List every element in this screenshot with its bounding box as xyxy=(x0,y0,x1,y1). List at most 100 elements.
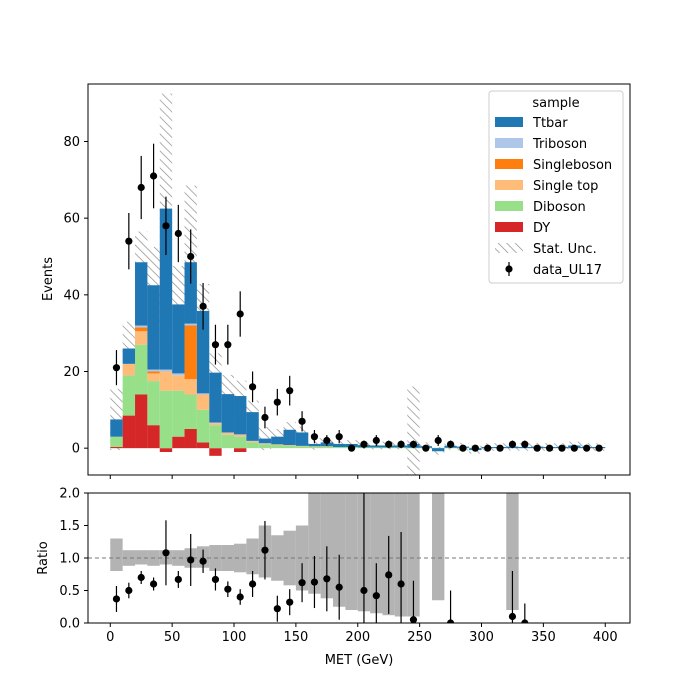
ratio-point xyxy=(335,583,343,591)
legend-label: Diboson xyxy=(533,200,586,215)
bar-diboson xyxy=(172,390,185,437)
stacked-bars xyxy=(110,208,606,456)
ratio-point xyxy=(508,612,517,621)
bar-single-top xyxy=(258,443,272,445)
bar-triboson xyxy=(159,369,173,372)
bar-diboson xyxy=(370,447,383,449)
ratio-unc-band xyxy=(110,493,519,617)
bar-triboson xyxy=(246,440,259,442)
data-point xyxy=(298,417,306,425)
bar-dy xyxy=(110,447,123,449)
ratio-point xyxy=(298,579,306,587)
legend-swatch xyxy=(495,117,523,127)
y-tick-label: 2.0 xyxy=(59,487,80,502)
legend-label: Singleboson xyxy=(533,158,612,173)
bar-ttbar xyxy=(110,419,123,437)
bar-singleboson xyxy=(184,325,197,380)
bar-diboson xyxy=(320,446,334,449)
ratio-band-bin xyxy=(407,493,420,617)
data-points xyxy=(112,143,603,452)
stat-unc-bin xyxy=(407,386,420,475)
y-tick-label: 0 xyxy=(72,442,80,457)
y-tick-label: 1.5 xyxy=(59,519,80,534)
ratio-point xyxy=(521,619,529,623)
data-point xyxy=(409,440,418,448)
x-tick-label: 100 xyxy=(222,630,247,645)
data-point xyxy=(397,440,405,448)
bar-single-top xyxy=(246,441,259,443)
bar-triboson xyxy=(172,373,185,376)
ratio-band-bin xyxy=(283,530,296,586)
ratio-band-bin xyxy=(221,545,235,571)
ratio-point xyxy=(261,546,269,554)
bar-ttbar xyxy=(221,394,235,433)
ratio-band-bin xyxy=(333,493,346,607)
bar-diboson xyxy=(196,409,210,443)
y-tick-label: 60 xyxy=(63,212,80,227)
bar-ttbar xyxy=(172,304,185,374)
y-tick-label: 40 xyxy=(63,288,80,303)
data-point xyxy=(422,444,430,452)
ratio-point xyxy=(224,585,232,593)
data-point xyxy=(583,444,591,452)
bar-ttbar xyxy=(308,443,321,447)
data-point xyxy=(224,341,232,349)
bar-ttbar xyxy=(234,396,247,435)
bar-diboson xyxy=(110,436,123,448)
bar-diboson xyxy=(283,445,296,449)
bar-diboson xyxy=(432,447,445,449)
ratio-points xyxy=(112,493,529,623)
bar-single-top xyxy=(135,331,148,345)
ratio-point xyxy=(248,580,257,588)
bar-triboson xyxy=(221,432,235,433)
ratio-point xyxy=(162,549,170,557)
ratio-x-ticks: 0 50 100 150 200 250 300 350 400 xyxy=(106,623,618,645)
bar-ttbar xyxy=(184,262,197,324)
data-point xyxy=(471,444,479,452)
bar-diboson xyxy=(159,390,173,449)
legend-swatch xyxy=(495,138,523,148)
bar-ttbar xyxy=(283,429,296,446)
data-point xyxy=(199,302,207,310)
ratio-point xyxy=(323,575,331,583)
ratio-point xyxy=(137,573,145,582)
y-tick-label: 1.0 xyxy=(59,552,80,567)
ratio-point xyxy=(112,595,121,603)
data-point xyxy=(323,436,331,445)
data-point xyxy=(558,444,566,452)
legend-label: DY xyxy=(533,221,550,236)
ratio-point xyxy=(397,580,405,588)
legend-marker xyxy=(505,265,513,273)
bar-singleboson xyxy=(135,327,148,332)
bar-diboson xyxy=(308,446,321,449)
data-point xyxy=(112,364,121,372)
main-y-ticks: 0 20 40 60 80 xyxy=(63,135,88,457)
bar-diboson xyxy=(221,434,235,449)
bar-diboson xyxy=(246,442,259,449)
bar-single-top xyxy=(122,363,136,376)
ratio-point xyxy=(409,616,418,623)
data-point xyxy=(459,444,467,452)
data-point xyxy=(372,436,380,445)
bar-diboson xyxy=(295,446,309,449)
data-point xyxy=(187,252,195,261)
legend-label: data_UL17 xyxy=(533,263,602,278)
data-point xyxy=(545,444,554,452)
y-tick-label: 20 xyxy=(63,365,80,380)
bar-single-top xyxy=(159,371,173,391)
bar-singleboson xyxy=(147,371,160,374)
bar-diboson xyxy=(333,447,346,449)
legend-entry: Stat. Unc. xyxy=(495,242,597,257)
main-y-axis-label: Events xyxy=(41,257,56,301)
x-tick-label: 200 xyxy=(345,630,370,645)
bar-single-top xyxy=(234,434,247,437)
ratio-point xyxy=(187,556,195,564)
x-tick-label: 50 xyxy=(164,630,181,645)
bar-triboson xyxy=(184,323,197,326)
bar-ttbar xyxy=(333,443,346,448)
ratio-point xyxy=(125,586,133,595)
bar-triboson xyxy=(196,393,210,395)
data-point xyxy=(261,413,269,422)
bar-single-top xyxy=(184,379,197,395)
bar-diboson xyxy=(184,394,197,429)
